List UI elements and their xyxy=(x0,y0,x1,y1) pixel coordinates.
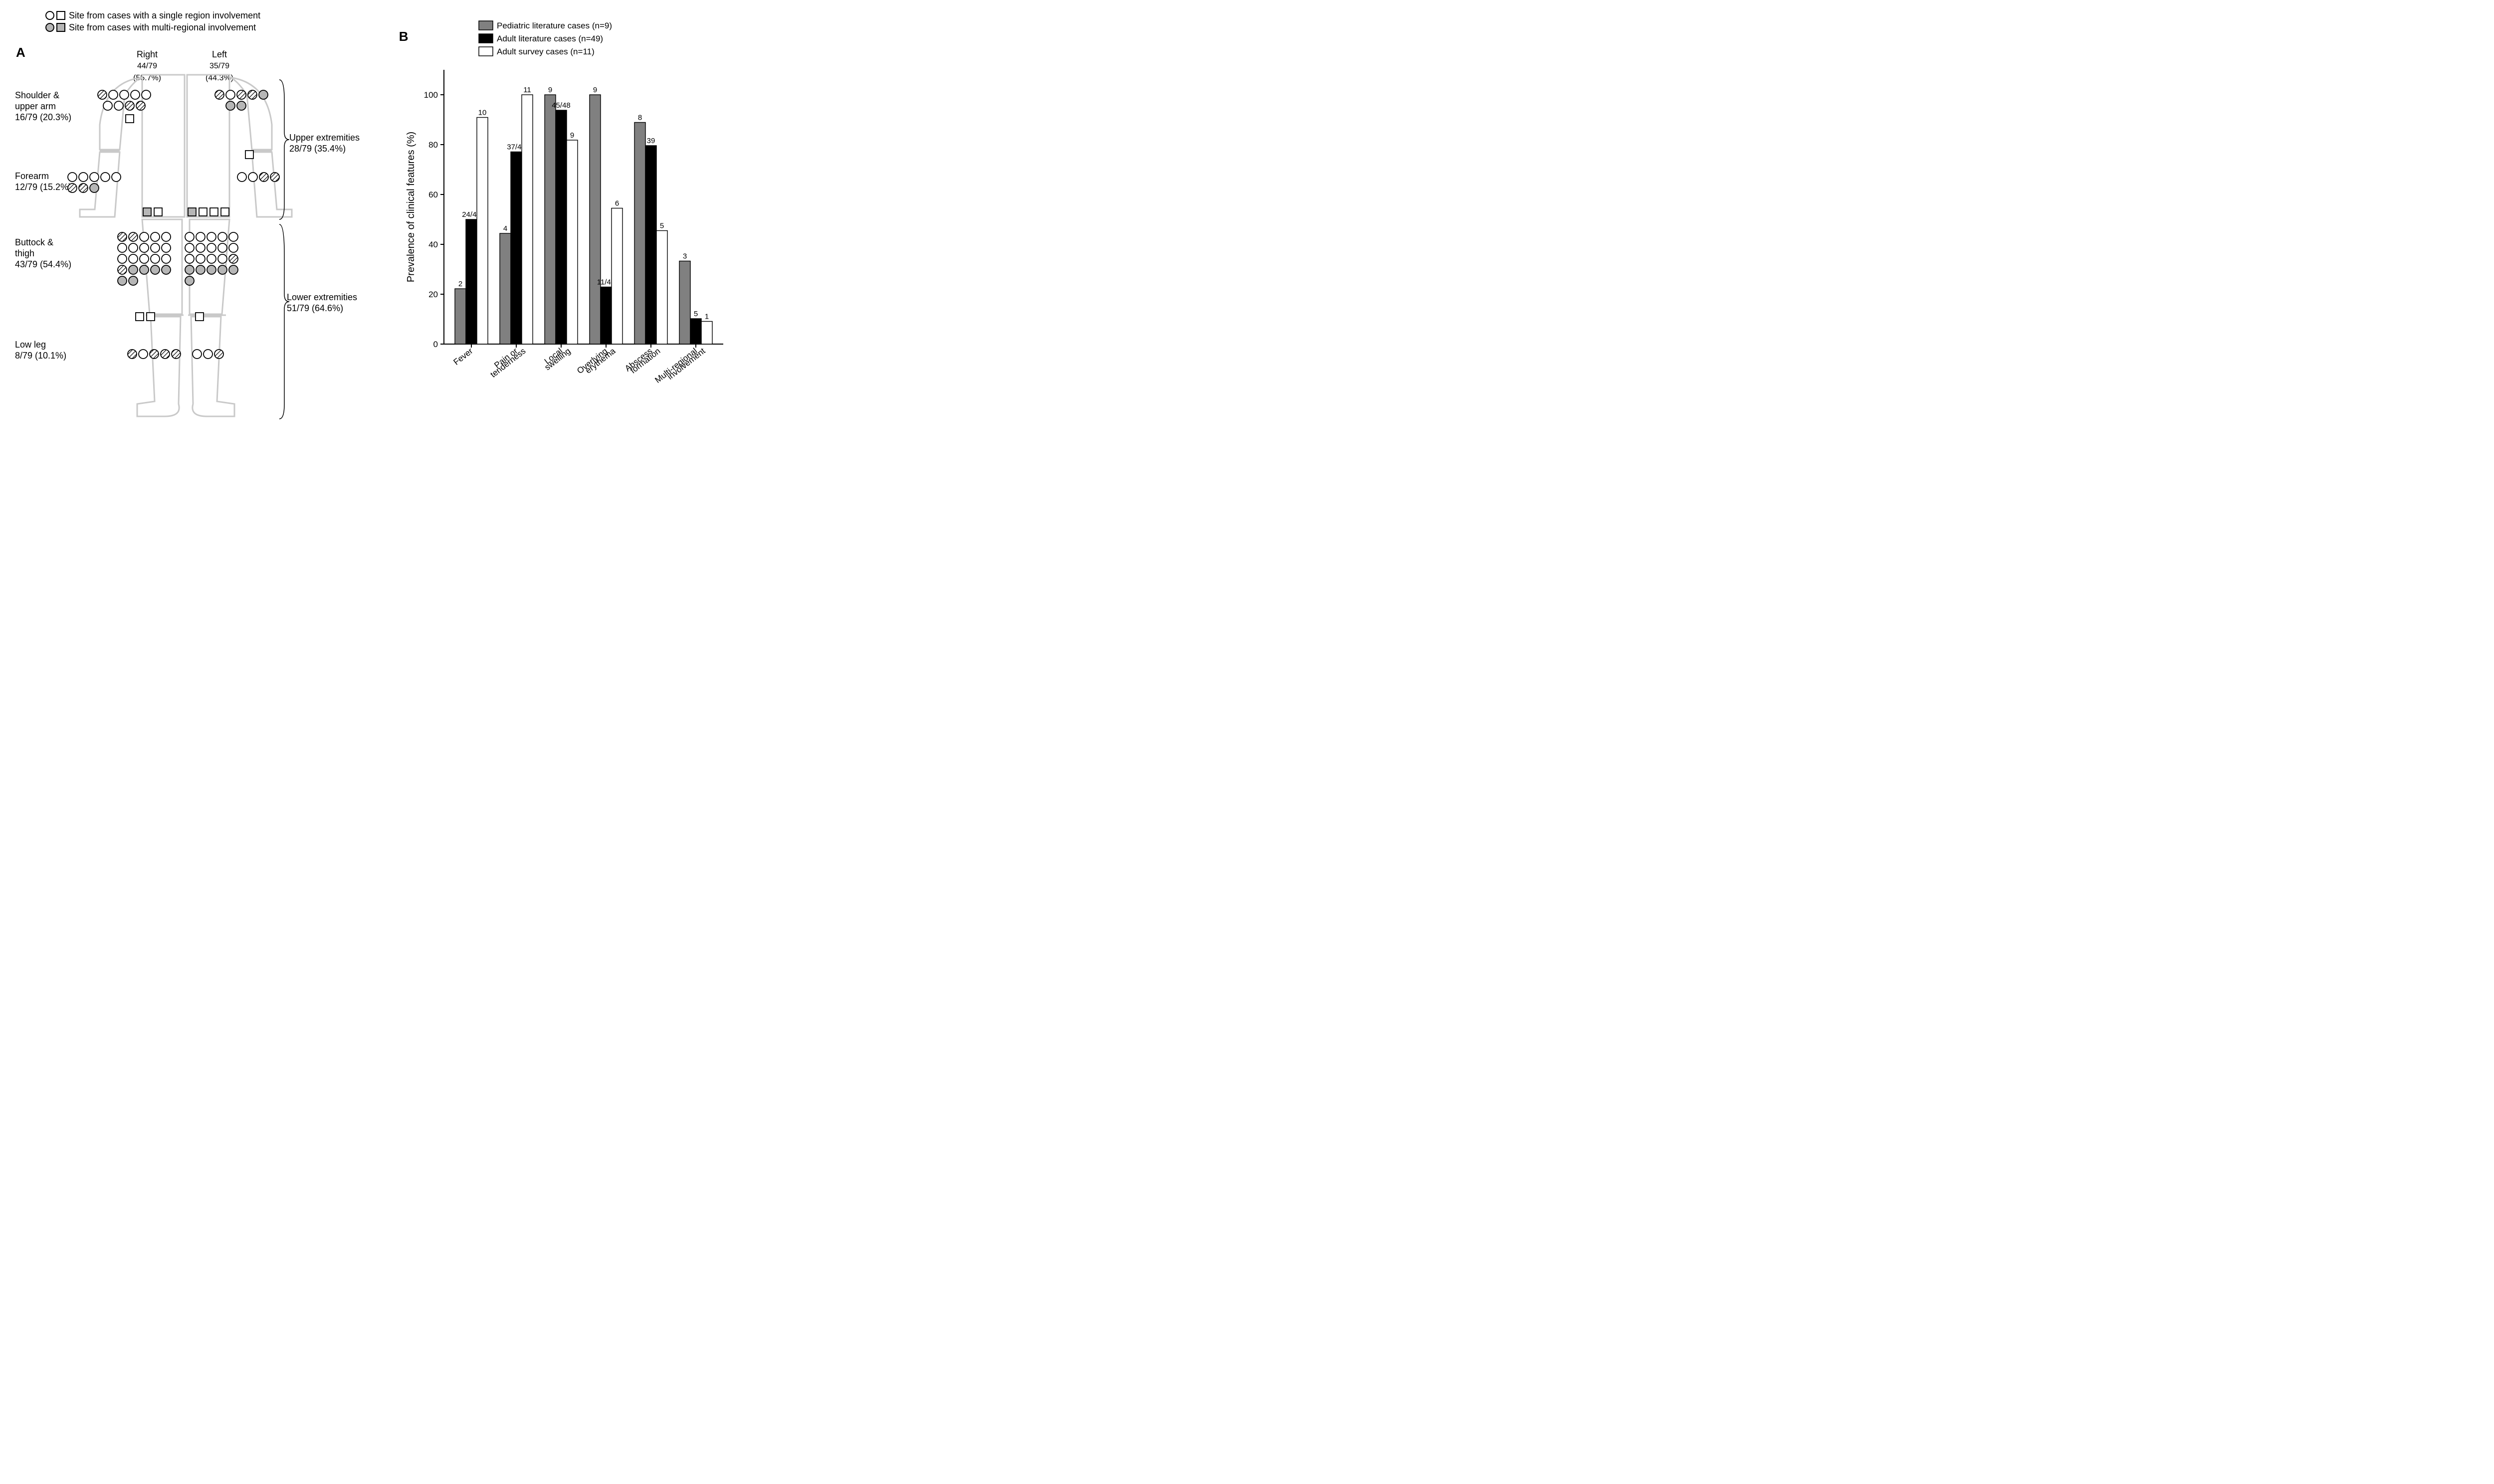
legend-multi-symbols xyxy=(45,22,67,32)
svg-text:10: 10 xyxy=(478,109,486,117)
brace-upper xyxy=(279,80,289,219)
svg-text:9: 9 xyxy=(548,86,552,94)
brace-lower xyxy=(279,224,289,419)
svg-text:9: 9 xyxy=(570,131,574,140)
svg-text:6: 6 xyxy=(615,199,619,208)
svg-text:80: 80 xyxy=(428,140,438,150)
svg-text:100: 100 xyxy=(423,90,437,100)
svg-text:1: 1 xyxy=(705,313,709,321)
legend-single-row: Site from cases with a single region inv… xyxy=(45,10,260,21)
legend-multi-row: Site from cases with multi-regional invo… xyxy=(45,22,260,33)
svg-text:2: 2 xyxy=(458,280,462,288)
svg-text:Adult survey cases (n=11): Adult survey cases (n=11) xyxy=(497,47,595,56)
legend-single-text: Site from cases with a single region inv… xyxy=(69,10,260,21)
svg-text:9: 9 xyxy=(593,86,597,94)
legend-single-symbols xyxy=(45,10,67,20)
svg-text:5: 5 xyxy=(660,222,664,230)
svg-text:3: 3 xyxy=(683,252,687,261)
body-diagram xyxy=(35,45,384,444)
svg-text:45/48: 45/48 xyxy=(552,101,571,110)
panel-a-letter: A xyxy=(16,45,25,60)
figure: Site from cases with a single region inv… xyxy=(0,0,758,454)
svg-text:39: 39 xyxy=(646,137,655,145)
svg-text:0: 0 xyxy=(433,340,437,349)
svg-text:Prevalence of clinical feature: Prevalence of clinical features (%) xyxy=(406,132,416,282)
svg-text:20: 20 xyxy=(428,290,438,299)
panel-a: Site from cases with a single region inv… xyxy=(15,10,384,439)
svg-text:5: 5 xyxy=(694,310,698,318)
svg-text:8: 8 xyxy=(638,114,642,122)
panel-b: B Pediatric literature cases (n=9)Adult … xyxy=(384,10,743,439)
svg-text:4: 4 xyxy=(503,224,507,233)
svg-text:Pediatric literature cases (n=: Pediatric literature cases (n=9) xyxy=(497,21,612,30)
svg-text:Fever: Fever xyxy=(451,346,474,367)
svg-text:11: 11 xyxy=(523,86,531,94)
svg-text:Adult literature cases (n=49): Adult literature cases (n=49) xyxy=(497,34,603,43)
legend-multi-text: Site from cases with multi-regional invo… xyxy=(69,22,256,33)
bar-chart: Pediatric literature cases (n=9) Adult li… xyxy=(384,10,753,439)
panel-a-legend: Site from cases with a single region inv… xyxy=(45,10,260,34)
svg-text:60: 60 xyxy=(428,190,438,199)
svg-text:40: 40 xyxy=(428,240,438,249)
